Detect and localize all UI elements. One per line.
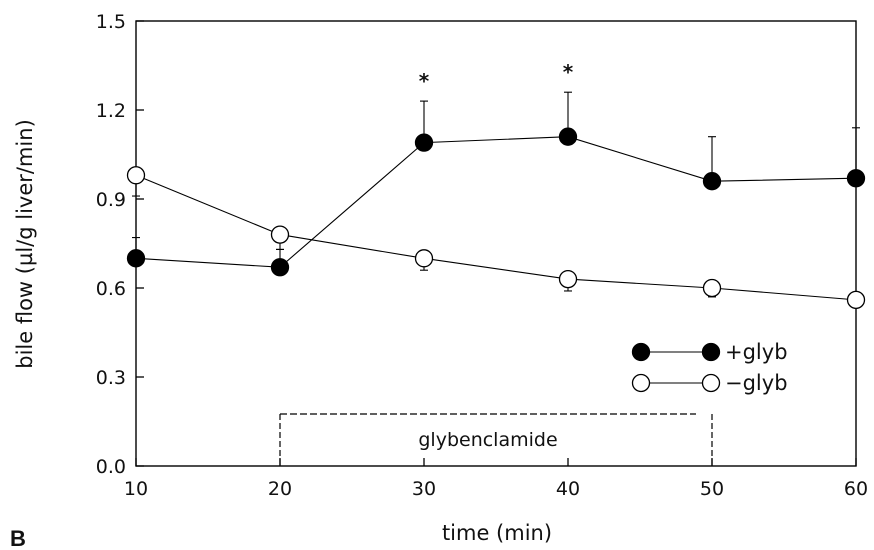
- significance-star-0: *: [419, 69, 430, 93]
- series-lines: [135, 136, 857, 301]
- treatment-bar: glybenclamide: [279, 413, 713, 466]
- axes: 10 20 30 40 50 60 0.0 0.3 0.6 0.9 1.2 1.5: [96, 11, 868, 500]
- legend: +glyb −glyb: [631, 340, 788, 395]
- data-point: [702, 278, 722, 298]
- legend-marker: [631, 342, 651, 362]
- data-markers: * *: [126, 60, 866, 310]
- data-point: [414, 133, 434, 152]
- plot-frame: [135, 20, 857, 467]
- legend-label-0: +glyb: [725, 340, 788, 364]
- data-point: [270, 225, 290, 244]
- x-tick-label: 60: [844, 478, 868, 500]
- x-tick-label: 10: [124, 478, 148, 500]
- significance-star-1: *: [563, 60, 574, 84]
- y-tick-label: 0.3: [96, 367, 126, 389]
- data-point: [270, 258, 290, 277]
- y-tick-label: 0.9: [96, 189, 126, 211]
- treatment-label: glybenclamide: [418, 429, 557, 451]
- legend-marker: [701, 373, 721, 393]
- y-tick-label: 0.0: [96, 456, 126, 478]
- x-tick-label: 20: [268, 478, 292, 500]
- data-point: [846, 290, 866, 310]
- y-tick-label: 1.5: [96, 11, 126, 33]
- data-point: [558, 127, 578, 146]
- data-point: [126, 166, 146, 185]
- data-point: [702, 172, 722, 191]
- data-point: [558, 269, 578, 289]
- data-point: [126, 249, 146, 268]
- legend-marker: [701, 342, 721, 362]
- series-line-1: [135, 174, 857, 301]
- panel-letter: B: [10, 526, 26, 550]
- series-line-0: [135, 136, 857, 268]
- data-point: [414, 249, 434, 268]
- y-tick-label: 1.2: [96, 100, 126, 122]
- data-point: [846, 169, 866, 188]
- x-tick-label: 50: [700, 478, 724, 500]
- legend-label-1: −glyb: [725, 371, 788, 395]
- y-axis-title: bile flow (µl/g liver/min): [13, 119, 37, 369]
- x-axis-title: time (min): [442, 521, 552, 545]
- x-tick-label: 40: [556, 478, 580, 500]
- y-tick-label: 0.6: [96, 278, 126, 300]
- x-tick-label: 30: [412, 478, 436, 500]
- legend-marker: [631, 373, 651, 393]
